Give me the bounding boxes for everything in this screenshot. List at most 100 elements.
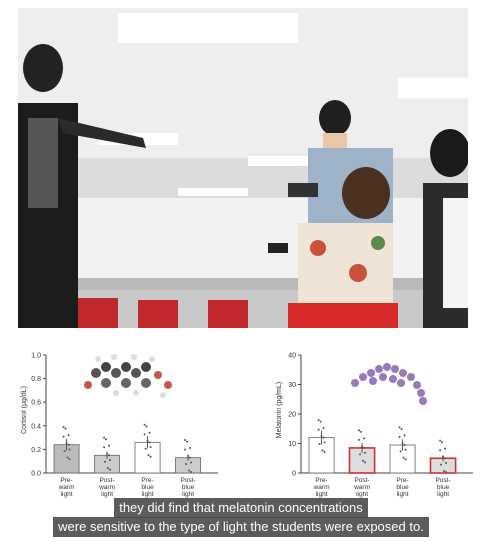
x-tick-label: Pre- [141,477,153,484]
figure-area: Cortisol (μg/dL) 0.0 0.2 0.4 0.6 0.8 1.0 Pre-… [18,345,473,505]
data-point [65,442,68,445]
x-tick-label: light [316,491,328,498]
x-tick-label: light [101,491,113,498]
woman-seated [268,167,398,328]
data-point [360,430,363,433]
data-point [145,425,148,428]
data-point [318,443,321,445]
data-point [440,463,443,466]
data-point [149,446,152,449]
y-tick-label: 40 [288,353,296,360]
y-tick-label: 0.8 [31,376,41,383]
data-point [441,441,444,444]
data-point [62,426,65,429]
data-point [189,456,192,459]
classroom-scene [18,8,468,328]
data-point [146,439,149,442]
data-point [188,469,191,472]
x-tick-label: light [182,491,194,498]
ceiling-light [248,156,328,166]
y-axis-label: Melatonin (pg/mL) [276,382,283,438]
y-tick-label: 0.2 [31,447,41,454]
data-point [404,458,407,461]
x-tick-label: blue [437,484,450,491]
data-point [104,460,107,463]
x-tick-label: light [356,491,368,498]
data-point [107,467,110,470]
y-tick-label: 0 [292,471,296,478]
x-labels: Pre-warmlightPost-warmlightPre-bluelight… [58,477,196,498]
data-point [401,442,404,445]
data-point [64,427,67,430]
x-labels: Pre-warmlightPost-warmlightPre-bluelight… [313,477,451,498]
x-tick-label: Pre- [315,477,327,484]
data-point [317,419,320,421]
data-point [108,444,111,447]
classroom-photo [18,8,468,328]
data-point [103,436,106,439]
data-point [400,427,403,430]
data-point [68,448,71,451]
data-point [320,435,323,437]
data-point [361,445,364,448]
ceiling-light [398,78,468,98]
data-point [184,448,187,451]
data-point [67,434,70,437]
subtitle-line-1: they did find that melatonin concentrati… [0,498,482,518]
y-tick-label: 0.4 [31,423,41,430]
x-tick-label: Post- [435,477,450,484]
ceiling-light [178,188,248,196]
ceiling-light [118,13,298,43]
x-tick-label: warm [353,484,370,491]
data-point [184,439,187,442]
data-point [189,447,192,450]
x-tick-label: blue [182,484,195,491]
y-tick-label: 20 [288,412,296,419]
data-point [323,451,326,453]
data-point [103,446,106,449]
y-tick-label: 10 [288,441,296,448]
data-point [363,437,366,440]
bars [308,419,457,474]
data-point [444,457,447,460]
melatonin-molecule-graphic [351,363,427,405]
x-tick-label: light [142,491,154,498]
data-point [402,456,405,459]
data-point [106,452,109,455]
data-point [148,431,151,434]
data-point [443,470,446,473]
data-point [185,463,188,466]
data-point [66,456,69,459]
data-point [109,468,112,471]
x-tick-label: light [397,491,409,498]
subtitle-text: they did find that melatonin concentrati… [114,498,368,518]
data-point [190,461,193,464]
data-point [109,459,112,462]
data-point [190,471,193,473]
x-tick-label: Post- [99,477,114,484]
data-point [105,438,108,441]
data-point [442,455,445,458]
data-point [186,440,189,443]
data-point [149,455,152,458]
data-point [445,462,448,465]
y-tick-label: 0.0 [31,471,41,478]
data-point [148,441,151,444]
data-point [143,423,146,426]
x-tick-label: Pre- [60,477,72,484]
y-axis-label: Cortisol (μg/dL) [21,386,28,434]
data-point [108,454,111,457]
x-tick-label: warm [58,484,75,491]
woman-right [423,129,468,328]
data-point [321,449,324,452]
data-point [362,459,365,462]
data-point [399,450,402,453]
x-tick-label: light [437,491,449,498]
x-tick-label: blue [141,484,154,491]
woman-presenter [18,44,146,328]
data-point [363,446,366,449]
data-point [403,443,406,446]
data-point [403,434,406,437]
x-tick-label: Pre- [396,477,408,484]
data-point [187,455,190,458]
